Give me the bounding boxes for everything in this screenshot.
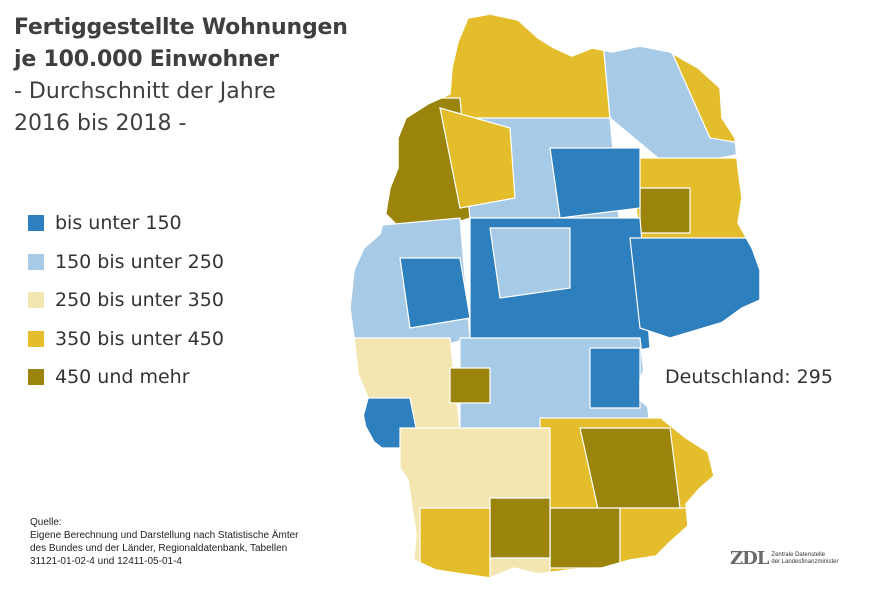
region-frankfurt-dark	[449, 367, 491, 404]
legend-swatch-2	[28, 253, 44, 270]
source-line-2: des Bundes und der Länder, Regionaldaten…	[30, 543, 288, 554]
legend-swatch-4	[28, 330, 44, 347]
region-bavaria-south-dark	[549, 507, 621, 569]
subtitle-line-1: - Durchschnitt der Jahre	[14, 79, 276, 104]
region-berlin-inner	[639, 187, 691, 234]
legend-label-2: 150 bis unter 250	[55, 250, 224, 273]
title-line-1: Fertiggestellte Wohnungen	[14, 15, 348, 40]
legend-swatch-5	[28, 369, 44, 386]
logo-line-2: der Landesfinanzminister	[771, 558, 839, 565]
region-bw-yellow	[419, 507, 491, 578]
source-heading: Quelle:	[30, 517, 62, 528]
legend-label-4: 350 bis unter 450	[55, 327, 224, 350]
legend-item-5: 450 und mehr	[28, 358, 224, 397]
legend-swatch-3	[28, 292, 44, 309]
legend-label-5: 450 und mehr	[55, 366, 190, 389]
germany-outline	[349, 13, 761, 579]
germany-districts-svg	[349, 13, 761, 579]
region-central-light	[489, 227, 571, 299]
region-saxony	[629, 237, 760, 339]
legend-item-3: 250 bis unter 350	[28, 281, 224, 320]
source-line-1: Eigene Berechnung und Darstellung nach S…	[30, 530, 299, 541]
map-title: Fertiggestellte Wohnungen je 100.000 Ein…	[14, 12, 364, 140]
national-average: Deutschland: 295	[665, 366, 833, 388]
subtitle-line-2: 2016 bis 2018 -	[14, 111, 187, 136]
legend-label-1: bis unter 150	[55, 212, 182, 235]
zdl-logo: ZDL Zentrale Datenstelle der Landesfinan…	[730, 548, 838, 569]
legend: bis unter 150 150 bis unter 250 250 bis …	[28, 204, 224, 397]
region-bw-dark	[489, 497, 551, 559]
region-bremen-area	[439, 107, 516, 209]
region-nrw-core	[399, 257, 471, 329]
legend-item-1: bis unter 150	[28, 204, 224, 243]
source-line-3: 31121-01-02-4 und 12411-05-01-4	[30, 556, 182, 567]
logo-text: Zentrale Datenstelle der Landesfinanzmin…	[771, 552, 838, 566]
germany-map	[340, 8, 770, 583]
legend-item-2: 150 bis unter 250	[28, 243, 224, 282]
legend-swatch-1	[28, 215, 44, 232]
district-tiles	[350, 14, 760, 578]
region-north-ne	[599, 14, 760, 169]
legend-label-3: 250 bis unter 350	[55, 289, 224, 312]
region-east-bavaria-north	[589, 347, 641, 409]
region-central-east	[549, 147, 641, 219]
source-note: Quelle: Eigene Berechnung und Darstellun…	[30, 516, 299, 568]
title-line-2: je 100.000 Einwohner	[14, 47, 279, 72]
logo-line-1: Zentrale Datenstelle	[771, 551, 826, 558]
legend-item-4: 350 bis unter 450	[28, 320, 224, 359]
logo-mark: ZDL	[730, 548, 769, 569]
